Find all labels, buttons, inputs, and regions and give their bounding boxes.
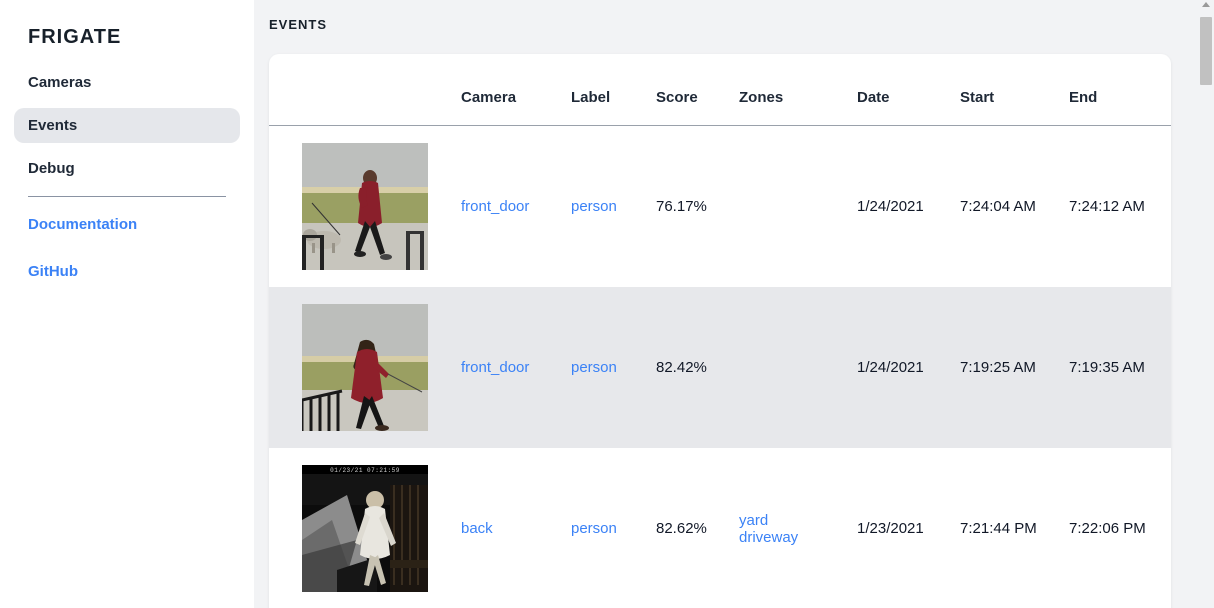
svg-text:01/23/21 07:21:59: 01/23/21 07:21:59: [330, 467, 400, 474]
